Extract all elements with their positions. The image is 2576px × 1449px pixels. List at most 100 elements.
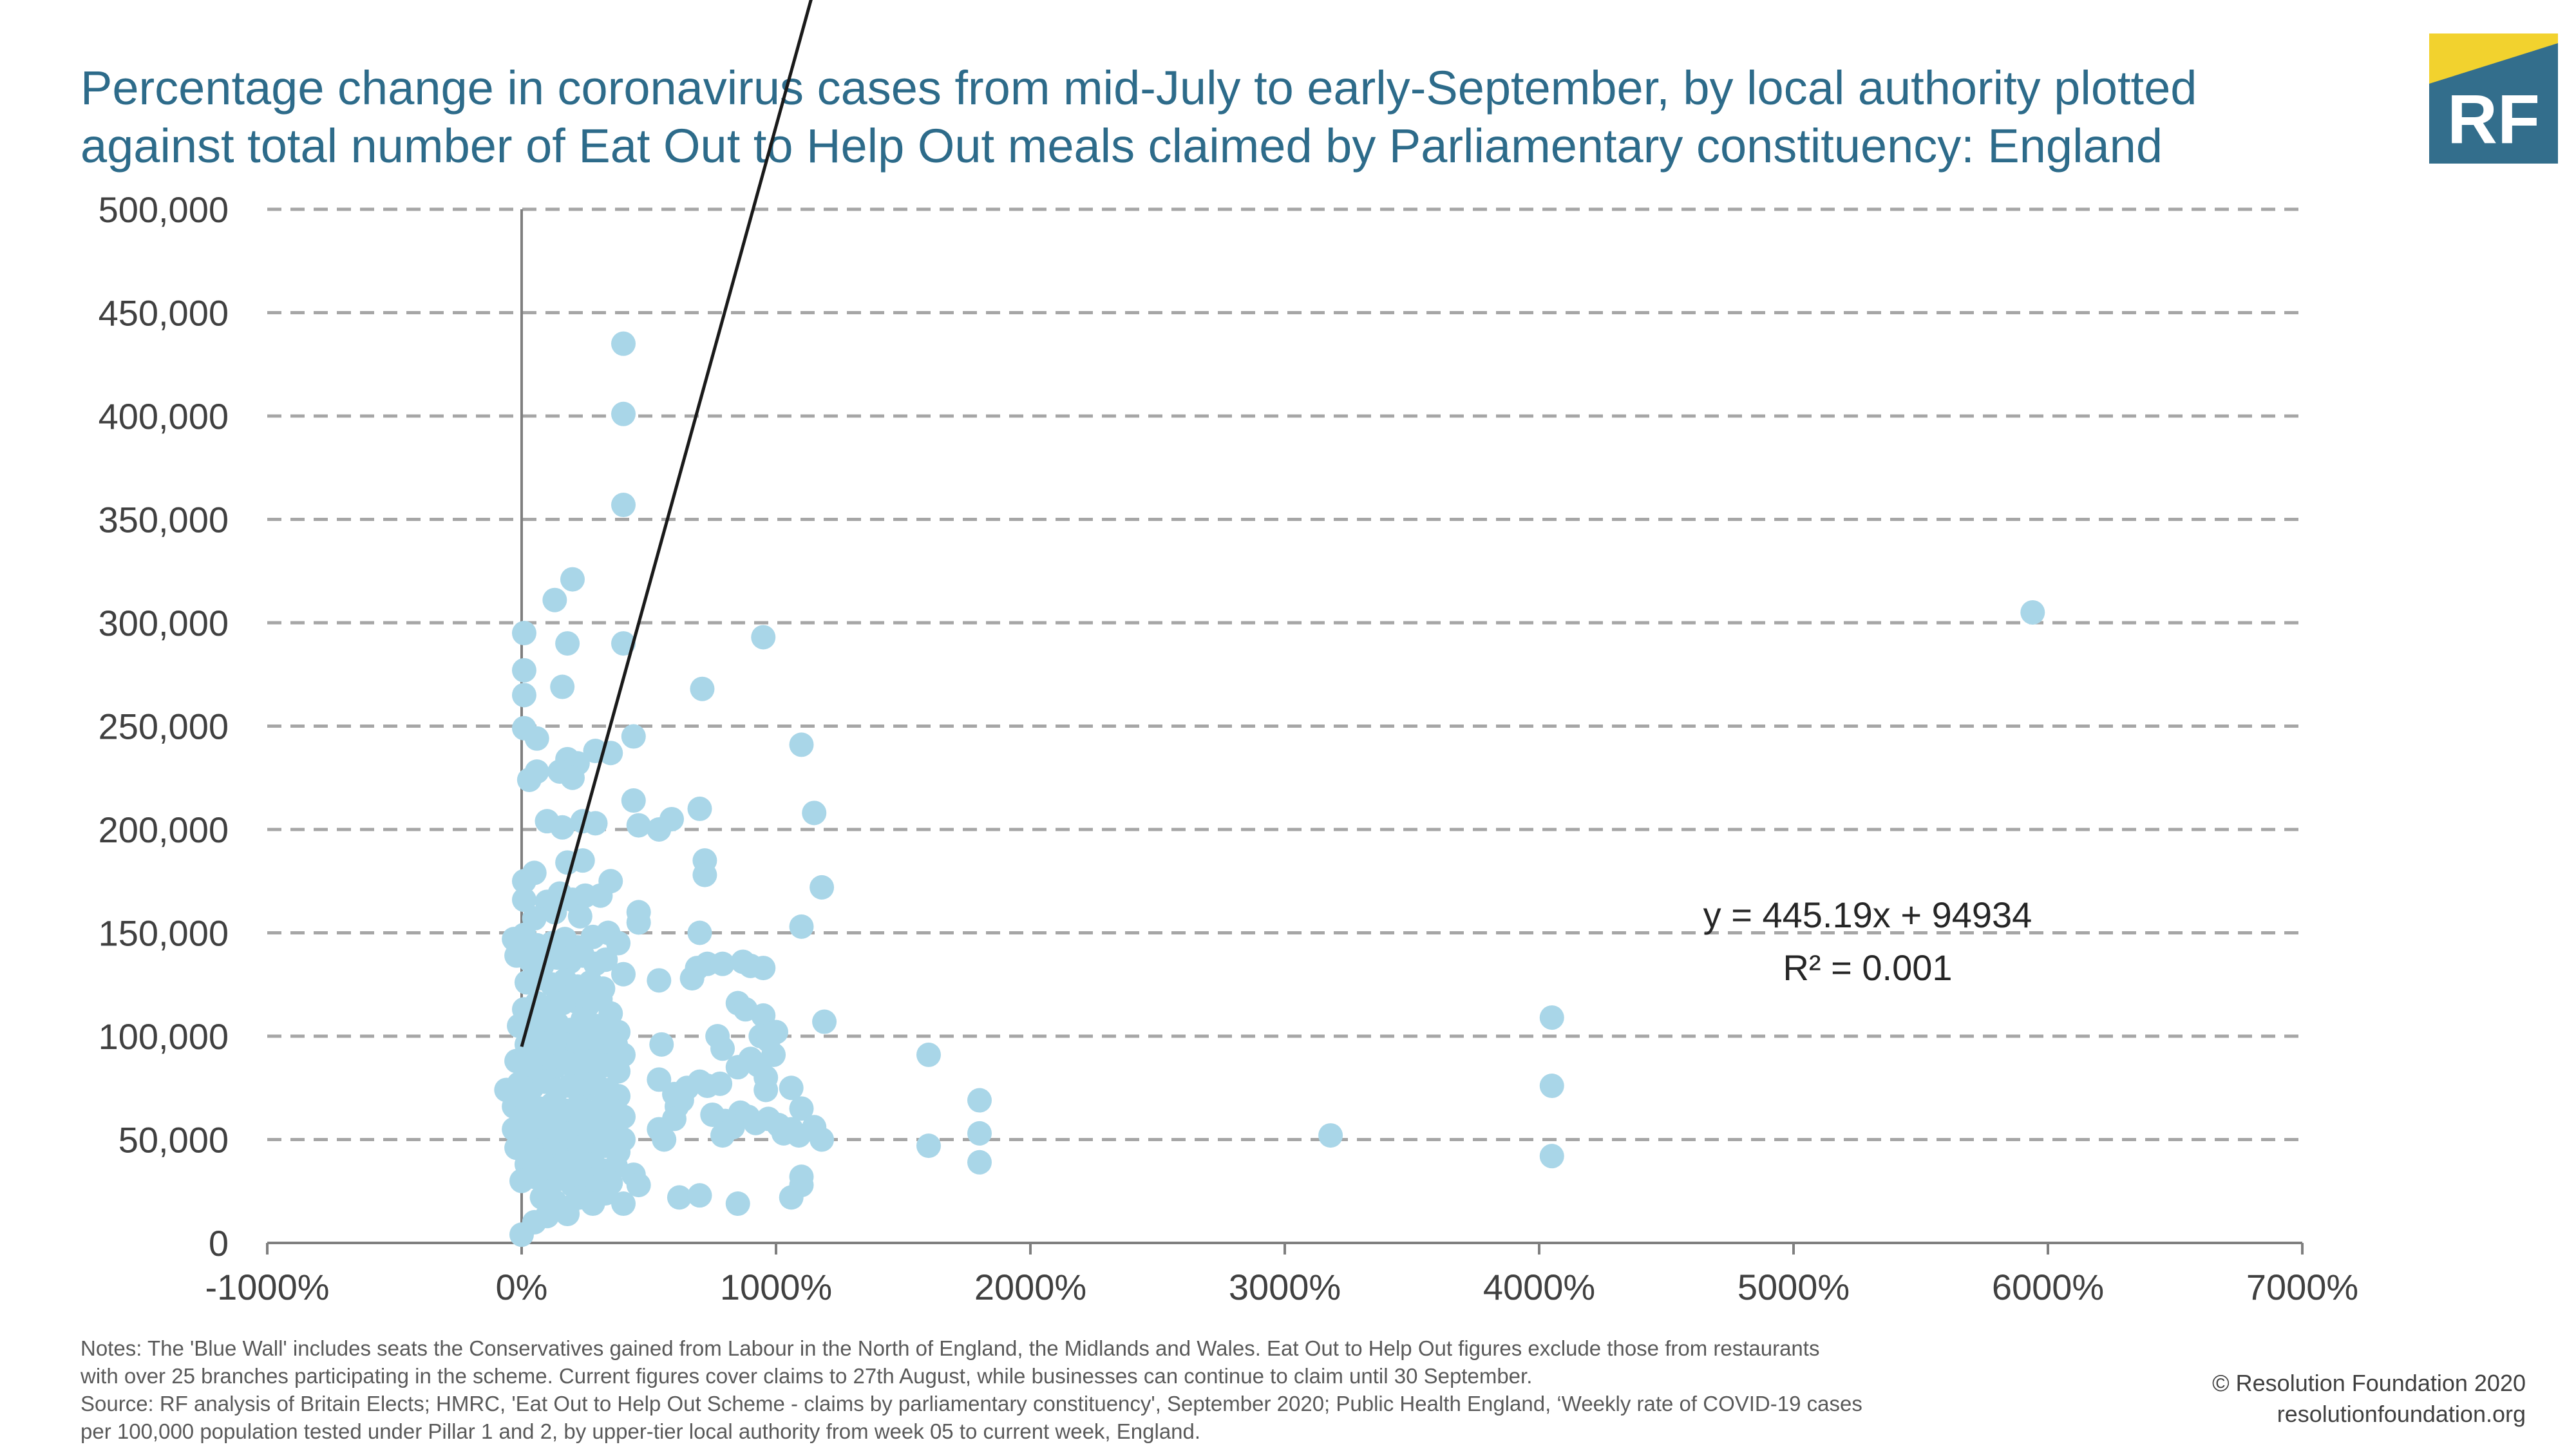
scatter-point [621,788,646,813]
scatter-point [550,815,575,840]
x-tick-label: 6000% [1992,1267,2104,1307]
scatter-point [2020,600,2045,625]
scatter-point [511,887,536,913]
scatter-point [967,1088,992,1113]
x-tick-label: 5000% [1738,1267,1850,1307]
scatter-point [916,1133,941,1159]
notes-line-1: Notes: The 'Blue Wall' includes seats th… [80,1336,1820,1360]
scatter-point [647,968,672,993]
scatter-point [812,1009,837,1034]
scatter-point [606,1059,631,1084]
scatter-point [967,1121,992,1146]
scatter-point [511,658,536,683]
y-tick-label: 150,000 [99,913,229,954]
x-tick-label: 2000% [974,1267,1086,1307]
scatter-point [542,900,567,925]
scatter-point [588,883,613,908]
y-tick-label: 250,000 [99,706,229,747]
x-tick-label: 1000% [720,1267,832,1307]
y-tick-label: 200,000 [99,810,229,850]
scatter-point [611,401,636,426]
scatter-point [555,631,580,656]
scatter-point [751,625,776,650]
notes-block: Notes: The 'Blue Wall' includes seats th… [80,1334,2161,1445]
x-tick-label: 0% [496,1267,548,1307]
x-tick-label: 3000% [1229,1267,1341,1307]
scatter-point [967,1150,992,1175]
scatter-point [751,956,776,981]
data-points [494,331,2045,1247]
scatter-point [753,1077,779,1103]
scatter-point [692,862,717,887]
scatter-point [570,848,595,873]
scatter-point [710,951,735,976]
scatter-point [710,1036,735,1061]
scatter-point [535,1204,560,1229]
scatter-point [916,1042,941,1067]
scatter-point [652,1127,677,1152]
scatter-point [560,567,585,592]
scatter-point [1539,1144,1564,1169]
y-tick-label: 300,000 [99,603,229,643]
scatter-point [1318,1123,1343,1148]
scatter-point [593,947,618,972]
y-tick-label: 100,000 [99,1016,229,1057]
scatter-point [710,1123,735,1148]
scatter-point [555,1202,580,1227]
scatter-point [611,631,636,656]
scatter-point [524,759,549,784]
copyright-block: © Resolution Foundation 2020 resolutionf… [2212,1368,2526,1430]
y-tick-label: 400,000 [99,396,229,437]
logo-accent-shape [2429,33,2558,84]
chart-title: Percentage change in coronavirus cases f… [80,59,2373,175]
gridlines [267,207,2302,1141]
y-tick-label: 350,000 [99,500,229,540]
scatter-point [751,1003,776,1028]
scatter-point [690,676,715,701]
x-tick-label: 7000% [2246,1267,2358,1307]
scatter-point [593,1180,618,1206]
scatter-point [810,875,835,900]
website-text: resolutionfoundation.org [2277,1401,2526,1427]
scatter-point [626,813,651,838]
chart-title-line-2: against total number of Eat Out to Help … [80,119,2163,173]
scatter-point [511,683,536,708]
scatter-point [611,331,636,356]
scatter-point [611,961,636,987]
scatter-point [560,765,585,790]
copyright-text: © Resolution Foundation 2020 [2212,1370,2526,1396]
scatter-point [669,1088,694,1113]
trendline-r-squared: R² = 0.001 [1783,947,1952,988]
scatter-point [509,1222,534,1247]
y-tick-label: 50,000 [118,1120,229,1160]
scatter-point [626,1173,651,1198]
scatter-point [662,1106,687,1132]
scatter-point [810,1127,835,1152]
notes-line-2: with over 25 branches participating in t… [80,1364,1533,1388]
scatter-point [611,493,636,518]
scatter-chart: 0 50,000 100,000 150,000 200,000 250,000 300,0… [99,0,2358,1307]
scatter-point [779,1185,804,1210]
logo-text: RF [2447,80,2540,158]
scatter-point [789,914,814,939]
scatter-point [789,732,814,757]
scatter-point [779,1075,804,1101]
scatter-point [789,1096,814,1121]
scatter-point [647,1067,672,1092]
source-line-2: per 100,000 population tested under Pill… [80,1419,1201,1443]
x-tick-label: 4000% [1483,1267,1595,1307]
scatter-point [606,931,631,956]
scatter-point [626,910,651,935]
trendline [520,0,813,1047]
scatter-point [659,806,685,831]
scatter-point [649,1032,674,1057]
scatter-point [667,1185,692,1210]
y-tick-label: 500,000 [99,189,229,230]
scatter-point [550,674,575,699]
x-tick-label: -1000% [205,1267,329,1307]
scatter-point [567,904,592,929]
scatter-point [621,724,646,749]
scatter-point [687,920,712,945]
source-line-1: Source: RF analysis of Britain Elects; H… [80,1392,1862,1416]
trendline-equation: y = 445.19x + 94934 [1703,895,2032,935]
